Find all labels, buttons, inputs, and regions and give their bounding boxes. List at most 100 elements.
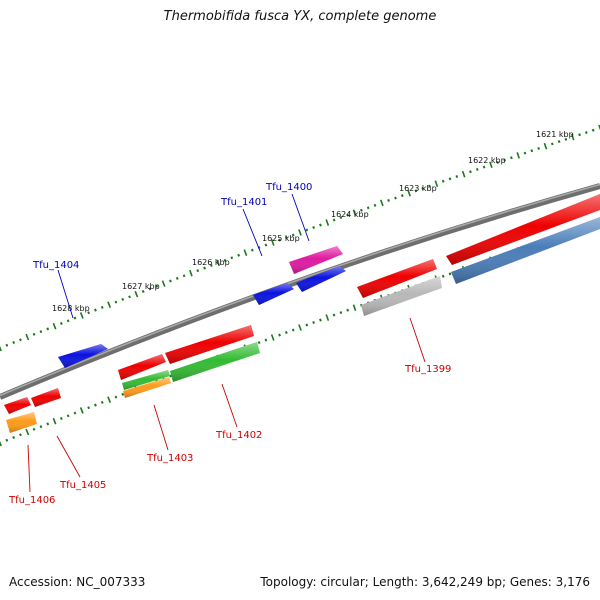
- outer-scale-tick-6: [39, 330, 43, 334]
- outer-scale-tick-68: [461, 170, 466, 178]
- outer-scale-tick-43: [291, 233, 295, 237]
- gene-gray-bar[interactable]: [361, 276, 442, 316]
- outer-scale-tick-50: [339, 216, 343, 220]
- outer-scale-tick-63: [428, 184, 431, 188]
- outer-scale-tick-21: [141, 290, 145, 293]
- outer-scale-tick-15: [100, 305, 104, 309]
- gene-steel-blue-bar[interactable]: [451, 217, 600, 284]
- outer-scale-tick-88: [598, 124, 600, 131]
- outer-scale-tick-70: [475, 167, 479, 171]
- outer-scale-tick-16: [107, 301, 112, 308]
- inner-scale-tick-13: [87, 406, 91, 410]
- gene-label-tfu-1403[interactable]: Tfu_1403: [146, 453, 193, 464]
- outer-scale-tick-69: [469, 170, 472, 174]
- outer-scale-tick-80: [543, 142, 548, 150]
- outer-scale-tick-53: [360, 208, 363, 212]
- gene-label-tfu-1402[interactable]: Tfu_1402: [215, 430, 262, 441]
- map-title: Thermobifida fusca YX, complete genome: [163, 9, 437, 24]
- outer-scale-tick-18: [121, 297, 125, 301]
- outer-scale-tick-62: [421, 186, 425, 190]
- inner-scale-tick-42: [284, 331, 288, 334]
- leader-tfu-1401: [242, 208, 263, 257]
- outer-scale-tick-78: [530, 149, 534, 153]
- inner-scale-tick-46: [312, 321, 315, 324]
- outer-scale-tick-82: [557, 140, 561, 144]
- outer-scale-tick-29: [196, 269, 200, 273]
- outer-scale-tick-25: [169, 279, 172, 283]
- outer-scale-tick-19: [128, 295, 131, 299]
- outer-scale-tick-22: [148, 287, 152, 291]
- inner-scale-tick-66: [448, 272, 452, 276]
- inner-scale-tick-8: [52, 417, 57, 425]
- outer-scale-tick-37: [250, 248, 254, 252]
- outer-scale-tick-79: [537, 147, 540, 150]
- gene-label-tfu-1406[interactable]: Tfu_1406: [8, 495, 55, 506]
- outer-scale-tick-58: [394, 196, 397, 200]
- outer-scale-tick-1: [5, 343, 9, 347]
- gene-red-arrow-center[interactable]: [165, 325, 254, 364]
- gene-forward-blue-arrow[interactable]: [296, 266, 346, 292]
- outer-scale-tick-76: [516, 152, 520, 159]
- inner-scale-tick-44: [298, 324, 302, 331]
- outer-scale-tick-35: [237, 253, 241, 257]
- leader-tfu-1406: [27, 444, 31, 493]
- leader-tfu-1403: [153, 404, 169, 451]
- gene-tfu-1406-arrow[interactable]: [4, 397, 31, 414]
- gene-red-arrow-far-right[interactable]: [446, 194, 600, 265]
- outer-scale-tick-67: [455, 175, 459, 178]
- gene-tfu-1399-arrow[interactable]: [357, 259, 437, 298]
- inner-scale-tick-1: [5, 438, 9, 442]
- outer-scale-tick-31: [209, 264, 213, 267]
- gene-tfu-1400-arrow[interactable]: [289, 246, 343, 274]
- outer-scale-tick-83: [564, 137, 568, 141]
- inner-scale-tick-45: [305, 323, 309, 327]
- outer-scale-tick-33: [223, 258, 227, 262]
- gene-label-tfu-1400[interactable]: Tfu_1400: [265, 182, 312, 193]
- gene-orange-bar-left[interactable]: [6, 412, 37, 433]
- inner-scale-tick-51: [346, 308, 350, 312]
- outer-scale-tick-23: [155, 284, 159, 288]
- outer-scale-tick-10: [66, 319, 70, 323]
- outer-scale-tick-57: [387, 198, 390, 202]
- inner-scale-tick-43: [291, 328, 295, 332]
- outer-scale-tick-60: [407, 189, 411, 197]
- genome-summary-text: Topology: circular; Length: 3,642,249 bp…: [260, 575, 590, 589]
- gene-green-bar-small[interactable]: [122, 370, 170, 390]
- gene-tfu-1403-arrow[interactable]: [118, 354, 166, 380]
- outer-scale-tick-56: [379, 199, 384, 207]
- gene-tfu-1401-arrow[interactable]: [253, 283, 294, 305]
- inner-scale-tick-5: [32, 427, 36, 431]
- outer-scale-tick-86: [585, 131, 588, 134]
- outer-scale-tick-34: [230, 256, 234, 260]
- inner-scale-tick-17: [114, 395, 118, 399]
- outer-scale-tick-9: [59, 322, 63, 325]
- scale-label-1628: 1628 kbp: [52, 304, 90, 313]
- outer-scale-tick-32: [216, 259, 221, 267]
- inner-scale-tick-18: [121, 392, 125, 396]
- gene-label-tfu-1405[interactable]: Tfu_1405: [59, 480, 106, 491]
- inner-scale-tick-49: [332, 313, 336, 317]
- inner-scale-tick-65: [441, 274, 445, 278]
- accession-text: Accession: NC_007333: [9, 575, 146, 589]
- inner-scale-tick-25: [169, 374, 172, 378]
- gene-label-tfu-1399[interactable]: Tfu_1399: [404, 364, 451, 375]
- outer-scale-tick-59: [400, 194, 404, 198]
- outer-scale-tick-8: [52, 322, 57, 330]
- outer-scale-tick-39: [264, 243, 268, 247]
- gene-label-tfu-1404[interactable]: Tfu_1404: [32, 260, 79, 271]
- gene-orange-bar-small[interactable]: [123, 377, 171, 398]
- inner-scale-tick-40: [270, 334, 275, 341]
- gene-tfu-1404-arrow[interactable]: [58, 344, 108, 368]
- outer-scale-tick-77: [523, 151, 527, 155]
- inner-scale-tick-48: [325, 314, 330, 321]
- scale-label-1623: 1623 kbp: [399, 184, 437, 193]
- gene-tfu-1402-bar[interactable]: [170, 342, 260, 382]
- outer-scale-tick-66: [448, 177, 452, 181]
- gene-label-tfu-1401[interactable]: Tfu_1401: [220, 197, 267, 208]
- outer-scale-tick-47: [319, 223, 322, 227]
- gene-tfu-1405-arrow[interactable]: [31, 388, 61, 407]
- outer-scale-tick-85: [578, 133, 581, 137]
- inner-scale-tick-7: [46, 422, 50, 426]
- outer-scale-tick-75: [510, 156, 513, 160]
